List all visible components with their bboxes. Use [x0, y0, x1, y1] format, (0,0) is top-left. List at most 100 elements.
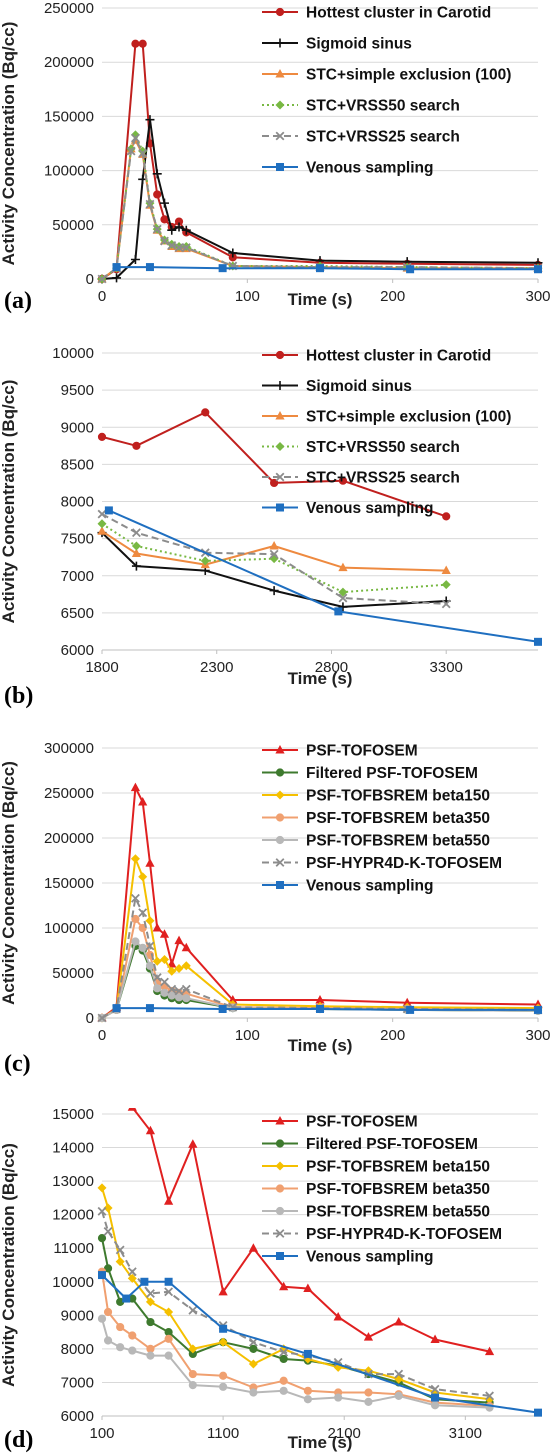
legend-label: Hottest cluster in Carotid	[306, 5, 491, 22]
series-line	[101, 118, 539, 280]
legend-item: STC+VRSS50 search	[262, 439, 460, 456]
data-point	[279, 1354, 288, 1364]
y-tick-label: 6000	[61, 1408, 94, 1425]
data-point	[138, 943, 147, 952]
series-2	[97, 528, 451, 612]
data-point	[112, 1004, 121, 1013]
chart-panel-2: 6000 6500 7000 7500 8000 8500 9000 9500 10000 180…	[0, 345, 542, 709]
data-point	[152, 973, 162, 982]
data-point	[131, 914, 140, 924]
series-line	[101, 1318, 490, 1409]
legend-marker	[275, 1139, 285, 1148]
data-point	[130, 133, 140, 143]
data-point	[131, 528, 141, 538]
data-point	[164, 1277, 173, 1286]
data-point	[164, 1287, 174, 1297]
data-point	[164, 1351, 173, 1360]
series-line	[101, 1211, 490, 1397]
data-point	[200, 556, 210, 566]
legend-item: PSF-HYPR4D-K-TOFOSEM	[262, 855, 502, 872]
x-tick-label: 2100	[328, 1425, 361, 1442]
legend-item: Sigmoid sinus	[262, 36, 412, 53]
legend-label: Filtered PSF-TOFOSEM	[306, 765, 478, 782]
data-point	[152, 923, 162, 932]
data-point	[130, 782, 141, 792]
data-point	[188, 1369, 197, 1379]
data-point	[249, 1344, 258, 1353]
data-point	[145, 115, 155, 125]
data-point	[152, 224, 162, 234]
data-point	[97, 432, 107, 442]
y-tick-label: 6000	[61, 642, 94, 659]
legend: Hottest cluster in Carotid Sigmoid sinus S…	[262, 348, 511, 517]
legend-item: PSF-TOFBSREM beta350	[262, 810, 490, 827]
legend-item: Hottest cluster in Carotid	[262, 5, 491, 22]
legend-label: PSF-HYPR4D-K-TOFOSEM	[306, 855, 502, 872]
data-point	[431, 1393, 440, 1402]
series-line	[101, 513, 447, 605]
data-point	[103, 1203, 113, 1213]
data-point	[218, 1286, 228, 1296]
data-point	[160, 977, 169, 987]
legend-marker	[275, 1161, 285, 1171]
legend-item: Venous sampling	[262, 160, 433, 177]
legend-marker	[275, 835, 285, 845]
y-tick-label: 8500	[61, 456, 94, 473]
data-point	[394, 1391, 403, 1400]
x-axis-label: Time (s)	[288, 1433, 353, 1452]
legend-item: PSF-TOFBSREM beta150	[262, 1159, 490, 1176]
y-axis-label: Activity Concentration (Bq/cc)	[0, 1143, 18, 1387]
legend-label: PSF-TOFBSREM beta550	[306, 833, 490, 850]
data-point	[174, 222, 184, 232]
data-point	[279, 1386, 288, 1395]
y-tick-label: 10000	[52, 345, 94, 362]
legend-label: PSF-TOFOSEM	[306, 743, 418, 760]
series-1	[97, 782, 543, 1022]
data-point	[279, 1376, 288, 1385]
legend-marker	[275, 1116, 285, 1125]
data-point	[201, 408, 210, 417]
data-point	[534, 1408, 542, 1417]
data-point	[406, 265, 415, 274]
data-point	[103, 1307, 113, 1317]
legend-marker	[275, 411, 285, 420]
data-point	[145, 199, 155, 209]
data-point	[402, 997, 412, 1007]
series-7	[98, 1271, 542, 1417]
data-point	[338, 562, 348, 572]
series-4	[97, 519, 451, 597]
y-tick-label: 9000	[61, 419, 94, 436]
legend-marker	[275, 38, 285, 48]
y-tick-label: 150000	[44, 875, 94, 892]
series-5	[97, 1314, 494, 1412]
data-point	[218, 1005, 227, 1013]
panel-label: (b)	[4, 683, 33, 709]
legend-label: STC+VRSS50 search	[306, 439, 460, 456]
data-point	[130, 893, 140, 903]
data-point	[146, 1317, 155, 1327]
legend-marker	[275, 745, 285, 754]
legend-marker	[275, 1229, 285, 1238]
data-point	[140, 1277, 149, 1286]
legend-marker	[275, 131, 285, 141]
data-point	[131, 561, 141, 571]
data-point	[167, 225, 177, 235]
data-point	[182, 994, 191, 1003]
data-point	[116, 1343, 125, 1352]
y-tick-label: 15000	[52, 1106, 94, 1123]
data-point	[181, 961, 191, 971]
legend-label: PSF-TOFBSREM beta350	[306, 1181, 490, 1198]
x-tick-label: 300	[525, 288, 550, 305]
chart-panel-4: 6000 7000 8000 9000 10000 11000 12000 13000 1400…	[0, 1106, 542, 1453]
y-tick-label: 0	[86, 271, 94, 288]
data-point	[364, 1397, 373, 1407]
legend-item: PSF-TOFOSEM	[262, 743, 418, 760]
data-point	[97, 274, 107, 284]
data-point	[127, 1267, 137, 1277]
legend-item: STC+simple exclusion (100)	[262, 67, 511, 84]
data-point	[334, 607, 343, 616]
y-tick-label: 14000	[52, 1140, 94, 1157]
plot-area	[97, 782, 543, 1023]
legend-label: Sigmoid sinus	[306, 36, 412, 53]
legend-item: PSF-TOFBSREM beta550	[262, 833, 490, 850]
